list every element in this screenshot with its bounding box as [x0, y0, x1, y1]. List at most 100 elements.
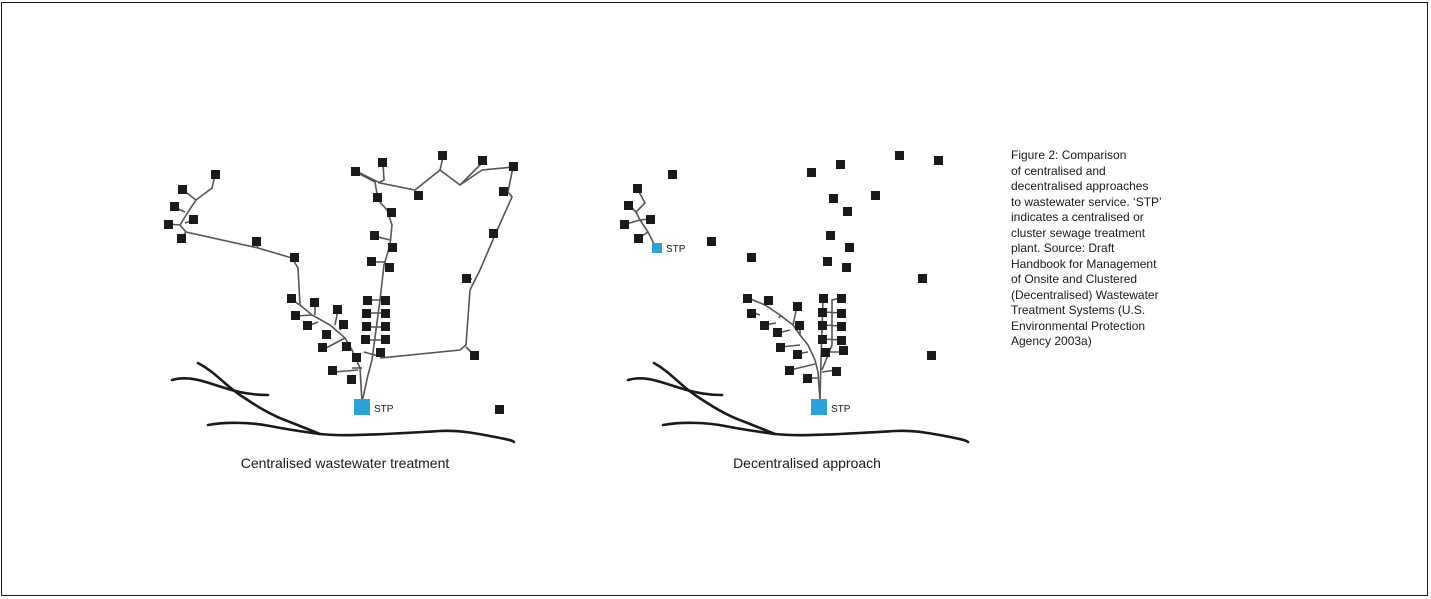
caption-line: decentralised approaches	[1011, 179, 1149, 193]
house-icon	[470, 351, 479, 360]
house-icon	[793, 302, 802, 311]
decentralised-panel: STP STP Decentralised approach	[620, 151, 970, 471]
house-icon	[361, 335, 370, 344]
house-icon	[918, 274, 927, 283]
house-icon	[839, 346, 848, 355]
house-icon	[776, 343, 785, 352]
house-icon	[339, 320, 348, 329]
house-icon	[342, 342, 351, 351]
house-icon	[760, 321, 769, 330]
house-icon	[871, 191, 880, 200]
house-icon	[303, 321, 312, 330]
house-icon	[388, 243, 397, 252]
caption-line: Treatment Systems (U.S.	[1011, 303, 1146, 317]
house-icon	[793, 350, 802, 359]
caption-line: plant. Source: Draft	[1011, 241, 1115, 255]
stp-icon	[652, 243, 662, 253]
house-icon	[821, 348, 830, 357]
stp-label: STP	[374, 404, 394, 415]
house-icon	[170, 202, 179, 211]
river	[626, 361, 970, 444]
house-icon	[362, 322, 371, 331]
centralised-caption: Centralised wastewater treatment	[241, 455, 450, 471]
house-icon	[322, 330, 331, 339]
caption-line: to wastewater service. ‘STP’	[1011, 194, 1162, 209]
house-icon	[381, 309, 390, 318]
house-icon	[367, 257, 376, 266]
house-icon	[747, 253, 756, 262]
figure-caption: Figure 2: Comparison of centralised and …	[1011, 148, 1191, 350]
house-icon	[333, 305, 342, 314]
decentralised-caption: Decentralised approach	[733, 455, 881, 471]
house-icon	[347, 375, 356, 384]
house-icon	[414, 191, 423, 200]
house-icon	[668, 170, 677, 179]
caption-line: (Decentralised) Wastewater	[1011, 287, 1159, 302]
house-icon	[509, 162, 518, 171]
house-icon	[895, 151, 904, 160]
house-icon	[381, 296, 390, 305]
house-icon	[489, 229, 498, 238]
house-icon	[927, 351, 936, 360]
house-icon	[189, 215, 198, 224]
centralised-panel: STP Centralised wastewater treatment	[164, 151, 518, 471]
house-icon	[351, 167, 360, 176]
house-icon	[378, 158, 387, 167]
house-icon	[352, 353, 361, 362]
house-icon	[707, 237, 716, 246]
house-icon	[290, 253, 299, 262]
caption-line: Handbook for Management	[1011, 256, 1157, 271]
house-icon	[211, 170, 220, 179]
house-icon	[381, 322, 390, 331]
house-icon	[773, 328, 782, 337]
caption-line: Environmental Protection	[1011, 318, 1146, 333]
house-icon	[633, 184, 642, 193]
house-icon	[836, 160, 845, 169]
stp-label: STP	[666, 244, 686, 255]
house-icon	[495, 405, 504, 414]
house-icon	[837, 336, 846, 345]
house-icon	[387, 208, 396, 217]
house-icon	[803, 374, 812, 383]
house-icon	[818, 321, 827, 330]
house-icon	[462, 274, 471, 283]
house-icon	[291, 311, 300, 320]
house-icon	[845, 243, 854, 252]
caption-line: indicates a centralised or	[1011, 210, 1144, 224]
house-icon	[837, 309, 846, 318]
caption-line: of centralised and	[1011, 163, 1106, 178]
cluster-pipes	[625, 187, 843, 401]
house-icon	[818, 308, 827, 317]
house-icon	[764, 296, 773, 305]
house-icon	[837, 294, 846, 303]
house-icon	[832, 367, 841, 376]
houses-decentralised	[620, 151, 943, 383]
house-icon	[252, 237, 261, 246]
house-icon	[620, 220, 629, 229]
house-icon	[842, 263, 851, 272]
house-icon	[843, 207, 852, 216]
house-icon	[318, 343, 327, 352]
house-icon	[818, 335, 827, 344]
house-icon	[381, 335, 390, 344]
house-icon	[438, 151, 447, 160]
house-icon	[819, 294, 828, 303]
house-icon	[807, 168, 816, 177]
house-icon	[934, 156, 943, 165]
house-icon	[499, 187, 508, 196]
house-icon	[164, 220, 173, 229]
house-icon	[823, 257, 832, 266]
caption-line: cluster sewage treatment	[1011, 225, 1146, 240]
house-icon	[363, 296, 372, 305]
house-icon	[634, 234, 643, 243]
caption-line: of Onsite and Clustered	[1011, 272, 1138, 286]
house-icon	[743, 294, 752, 303]
house-icon	[826, 231, 835, 240]
caption-line: Agency 2003a)	[1011, 334, 1092, 348]
caption-line: Figure 2: Comparison	[1011, 148, 1127, 162]
house-icon	[795, 321, 804, 330]
river	[170, 361, 516, 444]
house-icon	[287, 294, 296, 303]
